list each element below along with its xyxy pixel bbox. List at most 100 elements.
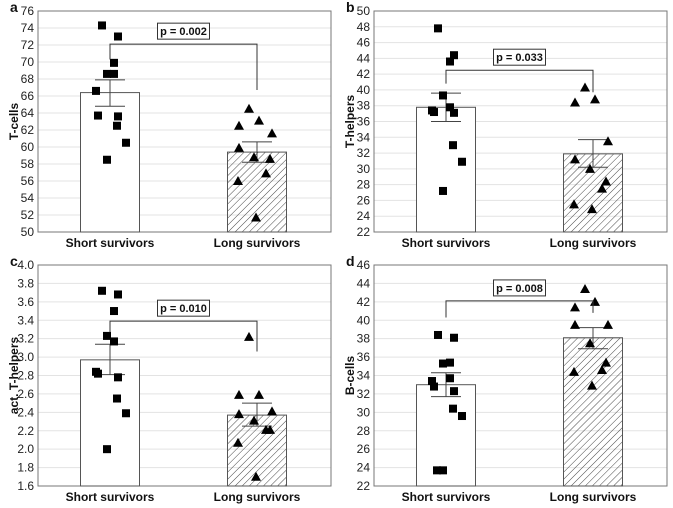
data-point-triangle — [570, 302, 580, 312]
data-point-square — [446, 374, 454, 383]
y-tick-label: 24 — [357, 209, 371, 223]
data-point-triangle — [254, 389, 264, 399]
data-point-square — [98, 21, 106, 30]
data-point-square — [433, 466, 441, 475]
data-point-square — [113, 394, 121, 403]
data-point-square — [446, 103, 454, 112]
y-tick-label: 50 — [21, 225, 35, 239]
x-tick-label: Short survivors — [66, 490, 155, 504]
data-point-square — [446, 57, 454, 66]
data-point-square — [439, 466, 447, 475]
chart-d: 22 24 26 28 30 32 34 36 38 40 42 44 46d B-cells Short … — [343, 254, 668, 504]
data-point-square — [103, 445, 111, 454]
y-tick-label: 1.8 — [17, 461, 34, 475]
data-point-triangle — [261, 168, 271, 178]
y-tick-label: 68 — [21, 72, 35, 86]
panel-letter: d — [346, 254, 355, 269]
data-point-triangle — [267, 128, 277, 138]
data-point-triangle — [570, 97, 580, 107]
p-value-box — [157, 22, 210, 40]
y-tick-label: 30 — [357, 405, 371, 419]
y-tick-label: 38 — [357, 99, 371, 113]
data-point-square — [439, 359, 447, 368]
y-axis-label: act. T-helpers — [7, 337, 21, 415]
y-tick-label: 62 — [21, 123, 35, 137]
data-point-square — [450, 51, 458, 60]
bar-long-survivors — [227, 414, 287, 487]
bar-short-survivors — [416, 106, 476, 233]
y-tick-label: 3.8 — [17, 276, 34, 290]
p-value-box — [157, 299, 210, 317]
data-point-triangle — [587, 204, 597, 214]
y-tick-label: 44 — [357, 51, 371, 65]
data-point-triangle — [251, 212, 261, 222]
y-tick-label: 48 — [357, 20, 371, 34]
data-point-triangle — [569, 199, 579, 209]
y-tick-label: 28 — [357, 424, 371, 438]
data-point-square — [434, 330, 442, 339]
chart-a: 50 52 54 56 58 60 62 64 66 68 70 72 74 76a T-cells Shor… — [7, 0, 332, 250]
x-tick-label: Short survivors — [402, 236, 491, 250]
data-point-square — [103, 155, 111, 164]
data-point-triangle — [261, 424, 271, 434]
significance-bracket — [445, 300, 594, 318]
y-tick-label: 70 — [21, 55, 35, 69]
data-point-square — [114, 373, 122, 382]
data-point-triangle — [601, 176, 611, 186]
data-point-square — [449, 404, 457, 413]
data-point-square — [103, 331, 111, 340]
data-point-triangle — [249, 415, 259, 425]
y-tick-label: 22 — [357, 225, 371, 239]
panel-d: 22 24 26 28 30 32 34 36 38 40 42 44 46 d B-cells Short … — [336, 254, 672, 508]
y-tick-label: 42 — [357, 295, 371, 309]
plot-frame — [373, 264, 668, 487]
y-tick-label: 32 — [357, 387, 371, 401]
data-point-triangle — [254, 115, 264, 125]
y-tick-label: 3.0 — [17, 350, 34, 364]
y-tick-label: 38 — [357, 332, 371, 346]
bar-long-survivors — [563, 153, 623, 233]
y-tick-label: 46 — [357, 258, 371, 272]
y-tick-label: 2.8 — [17, 369, 34, 383]
y-tick-label: 4.0 — [17, 258, 34, 272]
bar-short-survivors — [80, 359, 140, 487]
y-tick-label: 46 — [357, 36, 371, 50]
y-tick-label: 3.2 — [17, 332, 34, 346]
y-tick-label: 3.6 — [17, 295, 34, 309]
data-point-triangle — [580, 283, 590, 293]
p-value-label: p = 0.002 — [160, 26, 207, 38]
plot-frame — [373, 10, 668, 233]
significance-bracket — [445, 69, 594, 93]
data-point-triangle — [597, 364, 607, 374]
y-tick-label: 36 — [357, 115, 371, 129]
data-point-triangle — [234, 142, 244, 152]
data-point-triangle — [244, 331, 254, 341]
y-tick-label: 22 — [357, 479, 371, 493]
data-point-square — [103, 69, 111, 78]
data-point-square — [439, 91, 447, 100]
data-point-triangle — [585, 163, 595, 173]
y-axis-label: T-cells — [7, 103, 21, 141]
panel-letter: c — [10, 254, 18, 269]
y-tick-label: 66 — [21, 89, 35, 103]
p-value-label: p = 0.033 — [496, 52, 543, 64]
data-point-square — [430, 108, 438, 117]
y-axis-label: B-cells — [343, 356, 357, 396]
data-point-square — [110, 69, 118, 78]
y-tick-label: 42 — [357, 67, 371, 81]
y-tick-label: 56 — [21, 174, 35, 188]
data-point-square — [446, 358, 454, 367]
data-point-triangle — [249, 152, 259, 162]
bar-long-survivors — [563, 337, 623, 487]
significance-bracket — [109, 43, 258, 91]
data-point-triangle — [580, 82, 590, 92]
data-point-triangle — [267, 406, 277, 416]
data-point-triangle — [233, 176, 243, 185]
y-tick-label: 1.6 — [17, 479, 34, 493]
y-tick-label: 3.4 — [17, 313, 34, 327]
data-point-square — [450, 333, 458, 342]
y-tick-label: 40 — [357, 83, 371, 97]
chart-b: 222426283032343638404244464850bT-helpers… — [343, 0, 668, 250]
x-tick-label: Short survivors — [66, 236, 155, 250]
plot-frame — [37, 264, 332, 487]
